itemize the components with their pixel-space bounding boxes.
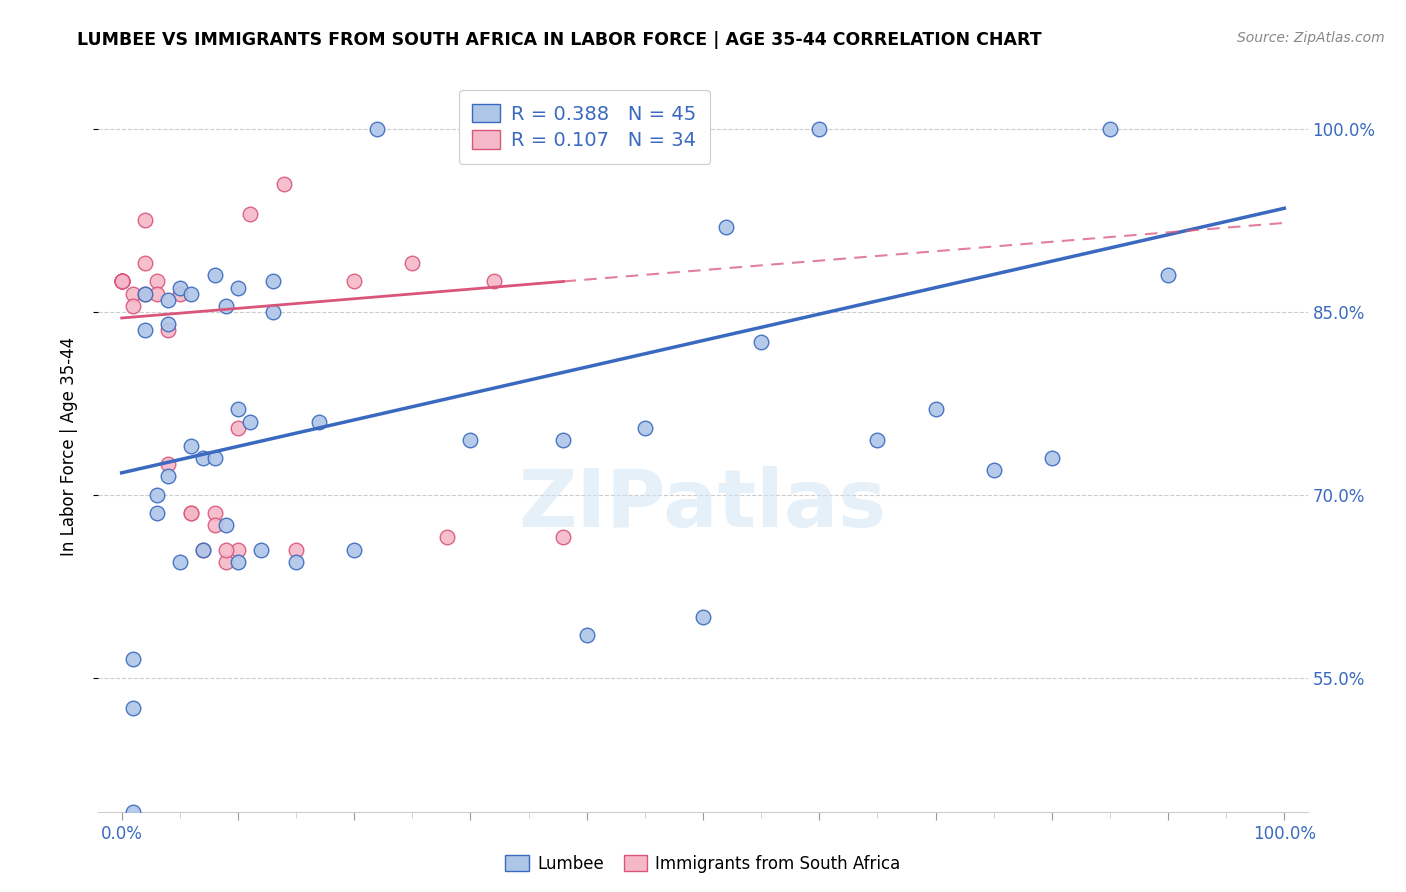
Point	[343, 542, 366, 557]
Point	[122, 286, 145, 301]
Point	[111, 274, 134, 288]
Point	[285, 542, 308, 557]
Point	[191, 451, 214, 466]
Point	[866, 433, 889, 447]
Point	[553, 433, 575, 447]
Point	[692, 609, 714, 624]
Point	[308, 415, 330, 429]
Point	[157, 317, 180, 331]
Point	[1040, 451, 1063, 466]
Point	[204, 268, 226, 283]
Point	[180, 286, 202, 301]
Point	[111, 274, 134, 288]
Point	[111, 274, 134, 288]
Point	[482, 274, 505, 288]
Point	[983, 463, 1005, 477]
Point	[262, 274, 284, 288]
Text: LUMBEE VS IMMIGRANTS FROM SOUTH AFRICA IN LABOR FORCE | AGE 35-44 CORRELATION CH: LUMBEE VS IMMIGRANTS FROM SOUTH AFRICA I…	[77, 31, 1042, 49]
Point	[634, 421, 657, 435]
Point	[145, 274, 167, 288]
Point	[226, 280, 249, 294]
Point	[134, 286, 156, 301]
Point	[204, 518, 226, 533]
Point	[145, 286, 167, 301]
Point	[343, 274, 366, 288]
Point	[460, 433, 482, 447]
Y-axis label: In Labor Force | Age 35-44: In Labor Force | Age 35-44	[59, 336, 77, 556]
Point	[215, 555, 238, 569]
Point	[215, 542, 238, 557]
Legend: R = 0.388   N = 45, R = 0.107   N = 34: R = 0.388 N = 45, R = 0.107 N = 34	[458, 90, 710, 164]
Point	[169, 286, 191, 301]
Point	[273, 177, 295, 191]
Point	[716, 219, 738, 234]
Point	[226, 402, 249, 417]
Point	[157, 323, 180, 337]
Point	[366, 122, 388, 136]
Point	[204, 506, 226, 520]
Point	[111, 274, 134, 288]
Point	[575, 628, 598, 642]
Point	[134, 213, 156, 227]
Point	[250, 542, 273, 557]
Point	[122, 299, 145, 313]
Point	[226, 555, 249, 569]
Point	[122, 805, 145, 819]
Point	[180, 506, 202, 520]
Point	[239, 415, 262, 429]
Point	[157, 293, 180, 307]
Point	[111, 274, 134, 288]
Point	[401, 256, 423, 270]
Point	[122, 652, 145, 666]
Point	[134, 286, 156, 301]
Point	[215, 518, 238, 533]
Point	[226, 421, 249, 435]
Point	[808, 122, 831, 136]
Point	[262, 305, 284, 319]
Point	[180, 439, 202, 453]
Point	[111, 274, 134, 288]
Point	[215, 299, 238, 313]
Point	[924, 402, 946, 417]
Point	[1098, 122, 1121, 136]
Point	[436, 530, 458, 544]
Text: ZIPatlas: ZIPatlas	[519, 466, 887, 543]
Point	[239, 207, 262, 221]
Legend: Lumbee, Immigrants from South Africa: Lumbee, Immigrants from South Africa	[499, 848, 907, 880]
Point	[749, 335, 772, 350]
Point	[169, 280, 191, 294]
Point	[180, 506, 202, 520]
Point	[134, 256, 156, 270]
Point	[134, 323, 156, 337]
Point	[191, 542, 214, 557]
Point	[285, 555, 308, 569]
Point	[169, 555, 191, 569]
Point	[226, 542, 249, 557]
Point	[145, 506, 167, 520]
Point	[204, 451, 226, 466]
Point	[1157, 268, 1180, 283]
Point	[122, 701, 145, 715]
Text: Source: ZipAtlas.com: Source: ZipAtlas.com	[1237, 31, 1385, 45]
Point	[145, 488, 167, 502]
Point	[191, 542, 214, 557]
Point	[111, 274, 134, 288]
Point	[553, 530, 575, 544]
Point	[157, 469, 180, 483]
Point	[157, 458, 180, 472]
